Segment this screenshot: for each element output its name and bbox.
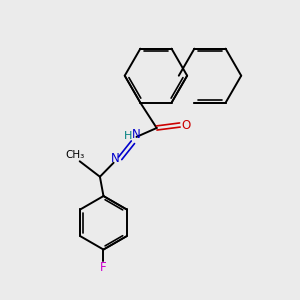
- Text: CH₃: CH₃: [66, 150, 85, 160]
- Text: N: N: [111, 152, 119, 165]
- Text: H: H: [124, 131, 133, 141]
- Text: O: O: [181, 118, 190, 131]
- Text: N: N: [131, 128, 140, 141]
- Text: F: F: [100, 261, 107, 274]
